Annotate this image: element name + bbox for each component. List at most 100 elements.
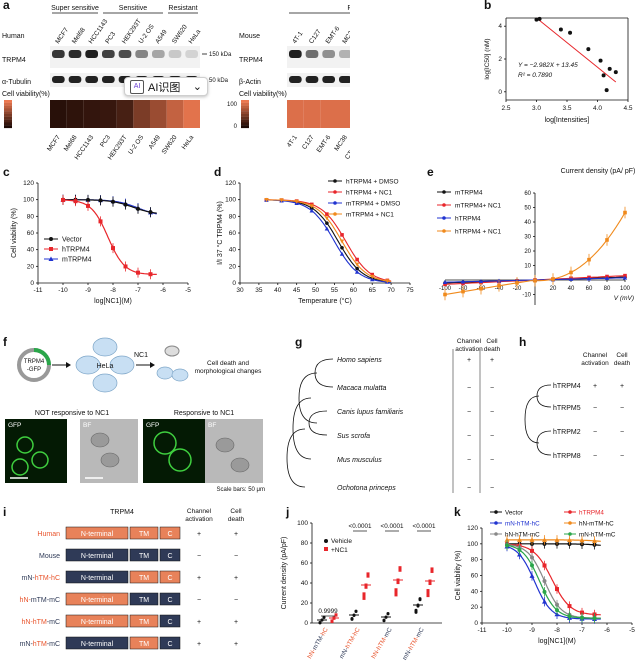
data-marker: [542, 563, 547, 568]
trpm4-band: [52, 50, 65, 58]
scale-swatch: [241, 100, 249, 103]
domain-label: TM: [139, 553, 149, 560]
x-tick-label: -6: [604, 627, 610, 634]
domain-block: [159, 570, 181, 584]
legend-label: mN-hTM-mC: [579, 532, 616, 539]
data-point: [350, 616, 354, 620]
y-tick-label: 0: [474, 620, 478, 627]
panel-g: g Homo sapiens Macaca mulatta Canis lupus …: [285, 335, 510, 495]
legend-label: mTRPM4 + NC1: [346, 212, 394, 219]
data-marker: [309, 208, 314, 213]
x-axis-label: V (mV): [614, 295, 634, 302]
legend-label: mTRPM4+ NC1: [455, 203, 501, 210]
activation-mark: −: [593, 405, 597, 412]
header-label: Channel: [457, 338, 482, 345]
legend-label: +NC1: [331, 547, 348, 554]
domain-block: [65, 636, 129, 650]
fit-curve: [266, 199, 392, 283]
domain-label: TM: [139, 575, 149, 582]
channel-tag: BF: [208, 422, 216, 429]
data-marker: [370, 272, 375, 277]
data-point: [586, 47, 591, 52]
y-tick-label: 60: [27, 230, 35, 237]
viability-cell: [166, 100, 184, 128]
activation-mark: −: [593, 453, 597, 460]
channel-tag: GFP: [146, 422, 159, 429]
header-label: death: [614, 360, 631, 367]
domain-block: [129, 592, 159, 606]
construct-part: mTM: [31, 597, 47, 604]
trpm4-band: [339, 50, 350, 58]
construct-part: -mC: [47, 641, 60, 648]
cell-line-header: HeLa: [188, 28, 203, 45]
domain-block: [65, 570, 129, 584]
activation-mark: +: [197, 641, 201, 648]
construct-part: hTM: [33, 619, 47, 626]
death-mark: −: [490, 385, 494, 392]
scale-swatch: [241, 108, 249, 112]
scale-swatch: [241, 105, 249, 109]
x-tick-label: 60: [350, 287, 358, 294]
domain-label: N-terminal: [81, 641, 114, 648]
panel-e-label: e: [427, 165, 434, 179]
x-tick-label: 100: [620, 286, 631, 292]
data-marker: [542, 579, 547, 584]
death-mark: −: [620, 453, 624, 460]
p-value: <0.0001: [349, 523, 372, 530]
data-point: [322, 615, 326, 619]
data-marker: [555, 608, 559, 613]
construct-part: Mouse: [39, 553, 60, 560]
data-point: [430, 569, 434, 573]
chevron-down-icon[interactable]: ⌄: [192, 81, 202, 93]
data-marker: [111, 246, 115, 251]
construct-label: Mouse: [39, 553, 60, 560]
data-point: [396, 581, 400, 585]
viability-cell: [183, 100, 200, 128]
loading-control-label: β-Actin: [239, 79, 261, 86]
data-marker: [340, 245, 344, 250]
data-point: [604, 88, 609, 93]
arrow-head: [150, 362, 155, 368]
data-point: [394, 593, 398, 597]
ai-recognize-menu[interactable]: AI AI识图 ⌄: [124, 77, 208, 96]
header-label: Channel: [187, 508, 212, 515]
y-tick-label: 40: [471, 588, 479, 595]
legend-marker: [568, 532, 572, 536]
panel-c: c -11 -10 -9 -8 -7 -6 -5 0 20 40 60 80 100 120 log[NC1…: [0, 165, 210, 305]
domain-block: [129, 570, 159, 584]
legend-marker: [324, 539, 328, 543]
data-marker: [86, 203, 90, 208]
cell-line-label: 4T-1: [286, 134, 299, 149]
x-tick-label: 40: [274, 287, 282, 294]
y-axis-label: log[IC50] (nM): [484, 38, 491, 79]
arrow-head: [66, 362, 71, 368]
plot-title: Current density (pA/ pF): [561, 168, 636, 175]
activation-mark: −: [593, 429, 597, 436]
construct-part: Human: [37, 531, 60, 538]
scale-swatch: [4, 119, 12, 123]
trpm4-row-label: TRPM4: [239, 57, 263, 64]
data-marker: [592, 616, 597, 621]
x-tick-label: -7: [135, 287, 141, 294]
trpm4-band: [322, 50, 335, 58]
current-density-dotplot: 0 20 40 60 80 100 Current density (pA/pF) Vehic…: [281, 520, 442, 662]
x-tick-label: 70: [387, 287, 395, 294]
cell-line-header: PC3: [104, 30, 117, 45]
y-tick-label: 20: [471, 604, 479, 611]
x-axis-label: log[NC1](M): [538, 638, 576, 645]
y-tick-label: 80: [471, 557, 479, 564]
death-mark: +: [234, 575, 238, 582]
y-tick-label: 60: [229, 230, 237, 237]
data-point: [362, 592, 366, 596]
y-tick-label: 40: [27, 247, 35, 254]
data-marker: [530, 555, 534, 560]
construct-part: hTM-hC: [35, 575, 60, 582]
p-value: 0.9999: [318, 608, 338, 615]
data-marker: [385, 279, 390, 284]
legend-marker: [48, 256, 54, 261]
y-tick-label: 60: [301, 560, 309, 567]
scale-swatch: [4, 125, 12, 129]
data-marker: [587, 257, 591, 262]
activation-mark: −: [467, 409, 471, 416]
